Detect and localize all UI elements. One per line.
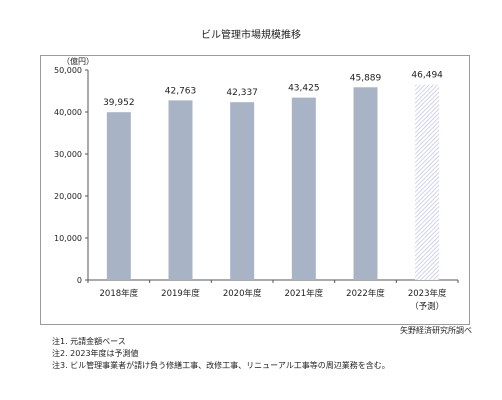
x-tick-label: 2021年度 xyxy=(285,288,324,299)
y-tick-label: 30,000 xyxy=(54,150,82,159)
y-unit-label: （億円） xyxy=(62,56,94,66)
data-label: 42,337 xyxy=(226,88,258,98)
y-tick-label: 0 xyxy=(77,276,82,285)
bar-forecast xyxy=(415,84,440,281)
y-tick-label: 40,000 xyxy=(54,108,82,117)
chart-title: ビル管理市場規模推移 xyxy=(201,30,301,41)
bar xyxy=(230,102,255,280)
forecast-label: （予測） xyxy=(410,301,444,312)
data-label: 42,763 xyxy=(165,86,197,96)
bar xyxy=(353,87,378,280)
data-label: 45,889 xyxy=(350,73,382,83)
bar xyxy=(168,100,193,280)
notes: 注1. 元請金額ベース 注2. 2023年度は予測値 注3. ビル管理事業者が請… xyxy=(52,336,390,372)
y-tick-label: 20,000 xyxy=(54,192,82,201)
data-label: 46,494 xyxy=(411,71,443,81)
x-tick-label: 2020年度 xyxy=(223,288,262,299)
x-tick-label: 2019年度 xyxy=(161,288,200,299)
x-tick-label: 2022年度 xyxy=(346,288,385,299)
note-1: 注1. 元請金額ベース xyxy=(52,337,126,346)
bar xyxy=(291,97,316,281)
data-label: 43,425 xyxy=(288,84,320,94)
source-credit: 矢野経済研究所調べ xyxy=(400,326,472,335)
y-tick-label: 10,000 xyxy=(54,234,82,243)
x-tick-label: 2023年度 xyxy=(408,288,447,299)
data-label: 39,952 xyxy=(103,98,135,108)
bar xyxy=(106,112,131,280)
note-2: 注2. 2023年度は予測値 xyxy=(52,349,139,358)
note-3: 注3. ビル管理事業者が請け負う修繕工事、改修工事、リニューアル工事等の周辺業務… xyxy=(52,361,390,370)
x-tick-label: 2018年度 xyxy=(100,288,139,299)
y-tick-label: 50,000 xyxy=(54,66,82,75)
